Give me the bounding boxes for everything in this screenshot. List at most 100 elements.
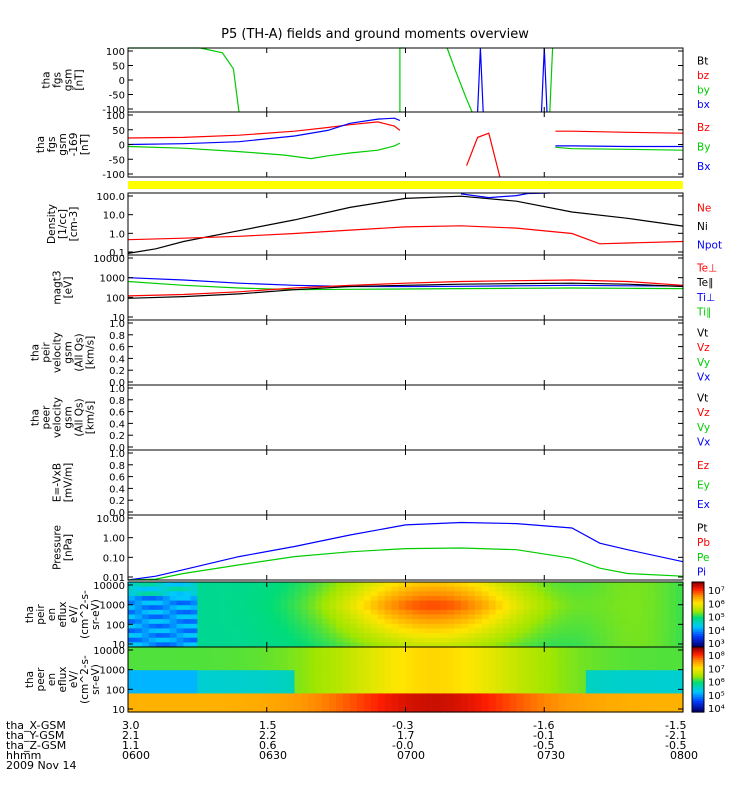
heatmap-cell	[183, 623, 192, 630]
colorbar-frame	[691, 646, 705, 713]
heatmap-cell	[662, 623, 670, 630]
heatmap-cell	[606, 637, 615, 643]
heatmap-cell	[676, 609, 684, 616]
series-line-Pi	[127, 521, 684, 581]
heatmap-cell	[141, 619, 150, 625]
heatmap-cell	[308, 619, 316, 625]
heatmap-cell	[245, 665, 254, 671]
heatmap-cell	[523, 679, 531, 685]
colorbar-cell	[692, 699, 704, 702]
heatmap-cell	[606, 651, 615, 657]
heatmap-cell	[676, 637, 684, 643]
heatmap-cell	[211, 609, 219, 616]
heatmap-cell	[162, 614, 171, 620]
heatmap-cell	[551, 609, 559, 616]
heatmap-cell	[273, 637, 282, 643]
heatmap-cell	[565, 684, 573, 690]
heatmap-cell	[592, 609, 601, 616]
heatmap-cell	[620, 698, 629, 704]
heatmap-cell	[412, 684, 420, 690]
heatmap-cell	[287, 609, 296, 616]
heatmap-cell	[592, 619, 601, 625]
heatmap-cell	[141, 702, 150, 708]
heatmap-cell	[412, 698, 420, 704]
heatmap-cell	[641, 582, 649, 588]
legend-entry: Pi	[697, 567, 706, 579]
heatmap-cell	[488, 628, 497, 634]
heatmap-cell	[641, 586, 649, 592]
heatmap-cell	[225, 707, 233, 713]
heatmap-cell	[356, 698, 365, 704]
heatmap-cell	[585, 637, 594, 643]
heatmap-cell	[655, 684, 663, 690]
heatmap-cell	[128, 633, 136, 639]
heatmap-cell	[336, 665, 344, 671]
heatmap-cell	[252, 674, 261, 681]
heatmap-cell	[315, 688, 323, 695]
heatmap-cell	[204, 688, 212, 695]
heatmap-cell	[266, 647, 275, 653]
heatmap-cell	[516, 609, 525, 616]
heatmap-cell	[537, 628, 545, 634]
heatmap-cell	[183, 633, 192, 639]
heatmap-cell	[252, 693, 261, 699]
heatmap-cell	[197, 647, 205, 653]
heatmap-cell	[391, 591, 400, 597]
heatmap-cell	[426, 642, 434, 648]
heatmap-cell	[461, 633, 469, 639]
heatmap-cell	[273, 605, 282, 611]
heatmap-cell	[266, 628, 275, 634]
heatmap-cell	[412, 628, 420, 634]
heatmap-cell	[572, 605, 580, 611]
heatmap-cell	[398, 595, 407, 602]
heatmap-cell	[204, 698, 212, 704]
heatmap-cell	[502, 628, 511, 634]
heatmap-cell	[412, 688, 420, 695]
heatmap-cell	[134, 586, 143, 592]
heatmap-cell	[488, 605, 497, 611]
heatmap-cell	[211, 684, 219, 690]
heatmap-cell	[495, 633, 504, 639]
colorbar-cell	[692, 627, 704, 631]
heatmap-cell	[190, 637, 198, 643]
heatmap-cell	[301, 628, 309, 634]
heatmap-cell	[308, 605, 316, 611]
heatmap-cell	[474, 693, 483, 699]
heatmap-cell	[412, 605, 420, 611]
heatmap-cell	[488, 623, 497, 630]
heatmap-cell	[634, 609, 642, 616]
heatmap-cell	[662, 633, 670, 639]
heatmap-cell	[183, 647, 192, 653]
heatmap-cell	[509, 619, 518, 625]
heatmap-cell	[488, 600, 497, 606]
heatmap-cell	[315, 605, 323, 611]
heatmap-cell	[350, 609, 358, 616]
heatmap-cell	[350, 665, 358, 671]
heatmap-cell	[648, 628, 656, 634]
heatmap-cell	[544, 582, 552, 588]
heatmap-cell	[648, 609, 656, 616]
heatmap-cell	[398, 586, 407, 592]
heatmap-cell	[252, 623, 261, 630]
heatmap-cell	[384, 637, 393, 643]
heatmap-cell	[544, 619, 552, 625]
heatmap-cell	[211, 674, 219, 681]
heatmap-cell	[197, 688, 205, 695]
heatmap-cell	[641, 660, 649, 667]
heatmap-cell	[662, 628, 670, 634]
heatmap-cell	[308, 628, 316, 634]
heatmap-cell	[578, 660, 587, 667]
heatmap-cell	[287, 591, 296, 597]
heatmap-cell	[467, 660, 476, 667]
heatmap-cell	[343, 665, 351, 671]
heatmap-cell	[655, 670, 663, 676]
heatmap-cell	[141, 674, 150, 681]
heatmap-cell	[141, 633, 150, 639]
heatmap-cell	[308, 600, 316, 606]
heatmap-cell	[488, 595, 497, 602]
heatmap-cell	[613, 633, 622, 639]
heatmap-cell	[183, 665, 192, 671]
col4-hhmm: 0800	[670, 749, 698, 762]
heatmap-cell	[141, 665, 150, 671]
heatmap-cell	[155, 586, 164, 592]
